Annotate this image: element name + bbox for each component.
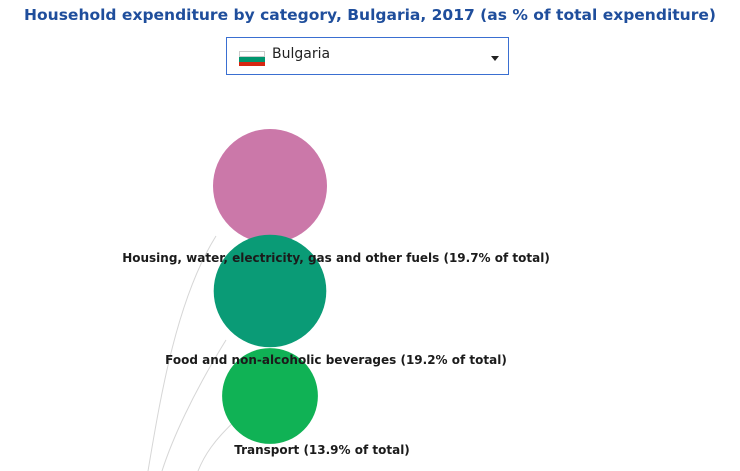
bubble-label: Food and non-alcoholic beverages (19.2% …	[165, 353, 507, 367]
chevron-down-icon[interactable]	[491, 56, 499, 61]
flag-stripe-red	[239, 61, 265, 66]
connector-line	[161, 339, 227, 471]
flag-stripe-green	[239, 57, 265, 62]
country-select-value: Bulgaria	[272, 46, 331, 62]
connector-line	[197, 419, 237, 471]
country-select[interactable]: Bulgaria	[226, 37, 509, 75]
connector-line	[147, 235, 217, 471]
bubble-label: Housing, water, electricity, gas and oth…	[122, 251, 550, 265]
bulgaria-flag-icon	[239, 51, 265, 66]
bubble-label: Transport (13.9% of total)	[234, 443, 410, 457]
chart-title: Household expenditure by category, Bulga…	[24, 6, 716, 24]
bubble-transport[interactable]	[222, 348, 318, 444]
flag-stripe-white	[239, 51, 265, 58]
bubble-food-and-non-alcoholic-beverages[interactable]	[213, 234, 327, 348]
bubble-housing-water-electricity-gas-and-other-fuels[interactable]	[213, 129, 327, 243]
